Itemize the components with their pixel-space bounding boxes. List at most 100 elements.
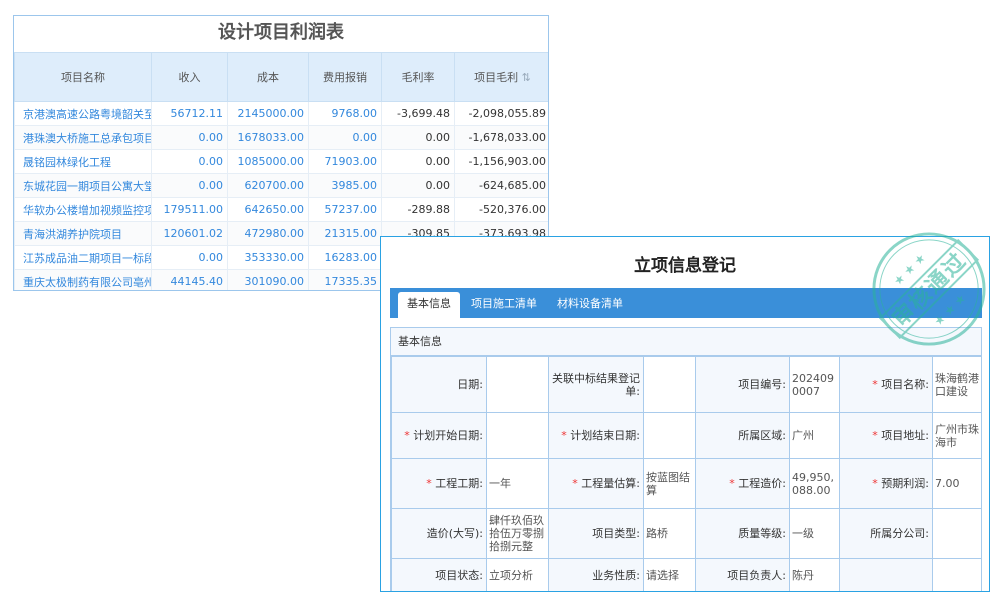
- table-row[interactable]: 华软办公楼增加视频监控项 179511.00 642650.00 57237.00 -2…: [14, 197, 548, 222]
- project-name-link[interactable]: 港珠澳大桥施工总承包项目: [14, 125, 152, 150]
- tab-1[interactable]: 项目施工清单: [471, 297, 537, 310]
- field-label: 项目状态:: [391, 558, 487, 591]
- field-label: 所属分公司:: [839, 508, 933, 559]
- field-value[interactable]: 路桥: [643, 508, 696, 559]
- field-label-text: 日期:: [457, 378, 483, 391]
- table-cell: -2,098,055.89: [454, 101, 548, 126]
- required-icon: *: [426, 477, 436, 490]
- table-cell: 56712.11: [151, 101, 228, 126]
- table-cell: 179511.00: [151, 197, 228, 222]
- table-cell: 57237.00: [308, 197, 382, 222]
- table-cell: 0.00: [381, 149, 455, 174]
- field-value[interactable]: 2024090007: [789, 356, 840, 413]
- table-cell: 0.00: [381, 173, 455, 198]
- field-label: * 项目地址:: [839, 412, 933, 459]
- field-label: 造价(大写):: [391, 508, 487, 559]
- table-cell: 642650.00: [227, 197, 309, 222]
- table-cell: 472980.00: [227, 221, 309, 246]
- table-cell: 301090.00: [227, 269, 309, 290]
- field-label-text: 业务性质:: [592, 569, 640, 582]
- required-icon: *: [561, 429, 571, 442]
- field-value[interactable]: 陈丹: [789, 558, 840, 591]
- column-header[interactable]: 费用报销: [308, 52, 382, 102]
- table-cell: -1,678,033.00: [454, 125, 548, 150]
- table-row[interactable]: 港珠澳大桥施工总承包项目 0.00 1678033.00 0.00 0.00 -1,678…: [14, 125, 548, 150]
- field-value[interactable]: 肆仟玖佰玖拾伍万零捌拾捌元整: [486, 508, 549, 559]
- field-label-text: 质量等级:: [738, 527, 786, 540]
- field-label-text: 项目状态:: [435, 569, 483, 582]
- column-header-label: 项目名称: [61, 71, 105, 84]
- table-row[interactable]: 晟铭园林绿化工程 0.00 1085000.00 71903.00 0.00 -1,156…: [14, 149, 548, 174]
- field-value[interactable]: 7.00: [932, 458, 982, 509]
- field-value[interactable]: 按蓝图结算: [643, 458, 696, 509]
- column-header[interactable]: 收入: [151, 52, 228, 102]
- project-name-link[interactable]: 青海洪湖养护院项目: [14, 221, 152, 246]
- field-label-text: 项目编号:: [738, 378, 786, 391]
- project-name-link[interactable]: 晟铭园林绿化工程: [14, 149, 152, 174]
- table-row[interactable]: 东城花园一期项目公寓大堂 0.00 620700.00 3985.00 0.00 -624…: [14, 173, 548, 198]
- table-row[interactable]: 京港澳高速公路粤境韶关至 56712.11 2145000.00 9768.00 -3,…: [14, 101, 548, 126]
- field-label-text: 项目名称:: [881, 378, 929, 391]
- project-name-link[interactable]: 华软办公楼增加视频监控项: [14, 197, 152, 222]
- field-label: * 工程造价:: [695, 458, 790, 509]
- column-header-label: 费用报销: [323, 71, 367, 84]
- field-value[interactable]: 一级: [789, 508, 840, 559]
- field-value[interactable]: 请选择: [643, 558, 696, 591]
- field-value[interactable]: [486, 412, 549, 459]
- tab-0[interactable]: 基本信息: [398, 292, 460, 318]
- field-label: * 计划开始日期:: [391, 412, 487, 459]
- field-label: 项目类型:: [548, 508, 644, 559]
- table-cell: 3985.00: [308, 173, 382, 198]
- form-row: * 计划开始日期: * 计划结束日期: 所属区域: 广州 * 项目地址: 广州市珠海市: [391, 412, 982, 459]
- column-header[interactable]: 毛利率: [381, 52, 455, 102]
- field-value[interactable]: 49,950,088.00: [789, 458, 840, 509]
- field-label: 关联中标结果登记单:: [548, 356, 644, 413]
- field-value[interactable]: 广州: [789, 412, 840, 459]
- table-cell: 0.00: [151, 173, 228, 198]
- table-cell: 1678033.00: [227, 125, 309, 150]
- project-name-link[interactable]: 江苏成品油二期项目一标段: [14, 245, 152, 270]
- project-name-link[interactable]: 京港澳高速公路粤境韶关至: [14, 101, 152, 126]
- field-label-text: 工程量估算:: [581, 477, 640, 490]
- table-cell: 1085000.00: [227, 149, 309, 174]
- table-cell: 44145.40: [151, 269, 228, 290]
- table-cell: 0.00: [381, 125, 455, 150]
- column-header[interactable]: 项目名称: [14, 52, 152, 102]
- column-header[interactable]: 项目毛利 ⇅: [454, 52, 548, 102]
- field-value[interactable]: [932, 508, 982, 559]
- project-name-link[interactable]: 重庆太极制药有限公司亳州: [14, 269, 152, 290]
- field-label: 项目负责人:: [695, 558, 790, 591]
- field-value[interactable]: 广州市珠海市: [932, 412, 982, 459]
- required-icon: *: [572, 477, 582, 490]
- field-value[interactable]: [486, 356, 549, 413]
- field-label: [839, 558, 933, 591]
- project-name-link[interactable]: 东城花园一期项目公寓大堂: [14, 173, 152, 198]
- field-label: * 工程工期:: [391, 458, 487, 509]
- section-title: 基本信息: [391, 328, 981, 356]
- sort-icon[interactable]: ⇅: [518, 71, 531, 84]
- field-value[interactable]: [643, 412, 696, 459]
- table-cell: -3,699.48: [381, 101, 455, 126]
- table-cell: -1,156,903.00: [454, 149, 548, 174]
- table-cell: 0.00: [308, 125, 382, 150]
- table-cell: 0.00: [151, 125, 228, 150]
- column-header[interactable]: 成本: [227, 52, 309, 102]
- field-label-text: 所属分公司:: [870, 527, 929, 540]
- field-label: * 计划结束日期:: [548, 412, 644, 459]
- field-label: 质量等级:: [695, 508, 790, 559]
- form-row: 造价(大写): 肆仟玖佰玖拾伍万零捌拾捌元整 项目类型: 路桥 质量等级: 一级 所属分公司…: [391, 508, 982, 559]
- field-value[interactable]: [643, 356, 696, 413]
- field-label-text: 预期利润:: [881, 477, 929, 490]
- table-cell: 16283.00: [308, 245, 382, 270]
- profit-table-panel: 设计项目利润表 项目名称 收入 成本 费用报销 毛利率 项目毛利 ⇅ 京港澳高速公路粤境韶…: [13, 15, 549, 291]
- required-icon: *: [404, 429, 414, 442]
- required-icon: *: [872, 429, 882, 442]
- field-value[interactable]: 珠海鹤港口建设: [932, 356, 982, 413]
- field-value[interactable]: 立项分析: [486, 558, 549, 591]
- tab-2[interactable]: 材料设备清单: [557, 297, 623, 310]
- field-value[interactable]: 一年: [486, 458, 549, 509]
- table-cell: 0.00: [151, 245, 228, 270]
- table-cell: 71903.00: [308, 149, 382, 174]
- required-icon: *: [872, 477, 882, 490]
- field-value[interactable]: [932, 558, 982, 591]
